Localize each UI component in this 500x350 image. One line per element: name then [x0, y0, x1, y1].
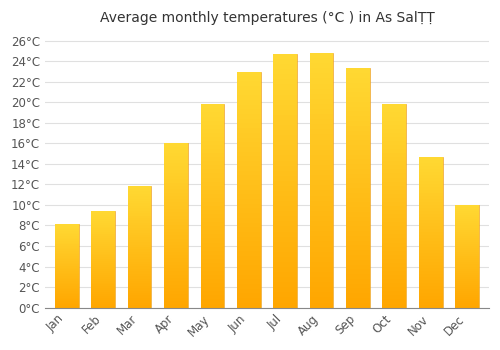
Bar [55, 224, 78, 308]
Bar [419, 157, 442, 308]
Bar [310, 53, 334, 308]
Bar [382, 104, 406, 308]
Title: Average monthly temperatures (°C ) in As SalṬṬ: Average monthly temperatures (°C ) in As… [100, 11, 434, 25]
Bar [455, 205, 479, 308]
Bar [92, 211, 115, 308]
Bar [164, 144, 188, 308]
Bar [128, 187, 152, 308]
Bar [274, 54, 297, 308]
Bar [346, 68, 370, 308]
Bar [237, 71, 260, 308]
Bar [200, 104, 224, 308]
